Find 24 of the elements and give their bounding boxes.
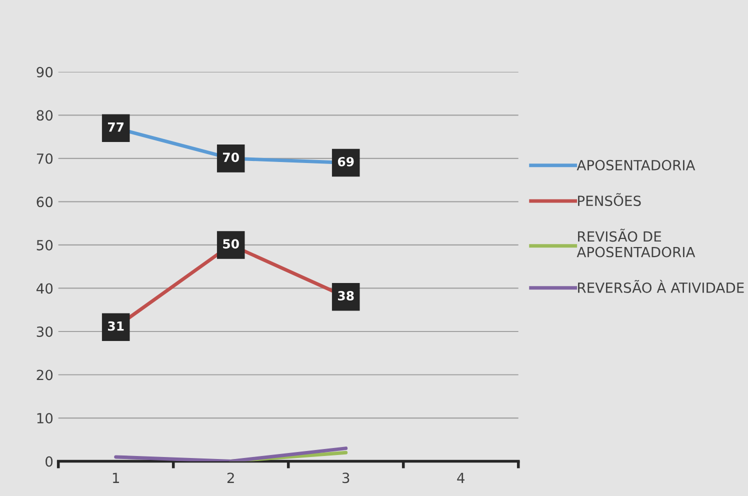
y-tick-label: 60 [36,196,53,208]
x-tick-label: 4 [457,472,464,483]
y-tick-label: 80 [36,110,53,121]
data-label: 69 [338,156,354,166]
x-tick-label: 1 [112,472,119,483]
legend-label: APOSENTADORIA [576,160,696,170]
data-label: 50 [223,239,239,249]
legend-label: REVISÃO DE APOSENTADORIA [576,228,696,258]
y-tick-label: 70 [36,153,53,164]
y-tick-label: 40 [36,283,53,294]
y-tick-label: 0 [46,456,53,467]
legend-label: PENSÕES [578,193,641,206]
y-tick-label: 20 [36,370,53,380]
y-tick-label: 30 [36,326,53,337]
data-label: 77 [108,122,124,132]
x-tick-label: 3 [342,472,350,484]
data-label: 38 [338,291,354,301]
x-tick-label: 2 [227,472,234,483]
y-tick-label: 10 [37,412,53,424]
data-label: 70 [222,152,239,162]
legend-label: REVERSÃO À ATIVIDADE [578,280,744,293]
y-tick-label: 90 [36,66,53,78]
y-tick-label: 50 [36,240,53,250]
data-label: 31 [108,321,124,331]
